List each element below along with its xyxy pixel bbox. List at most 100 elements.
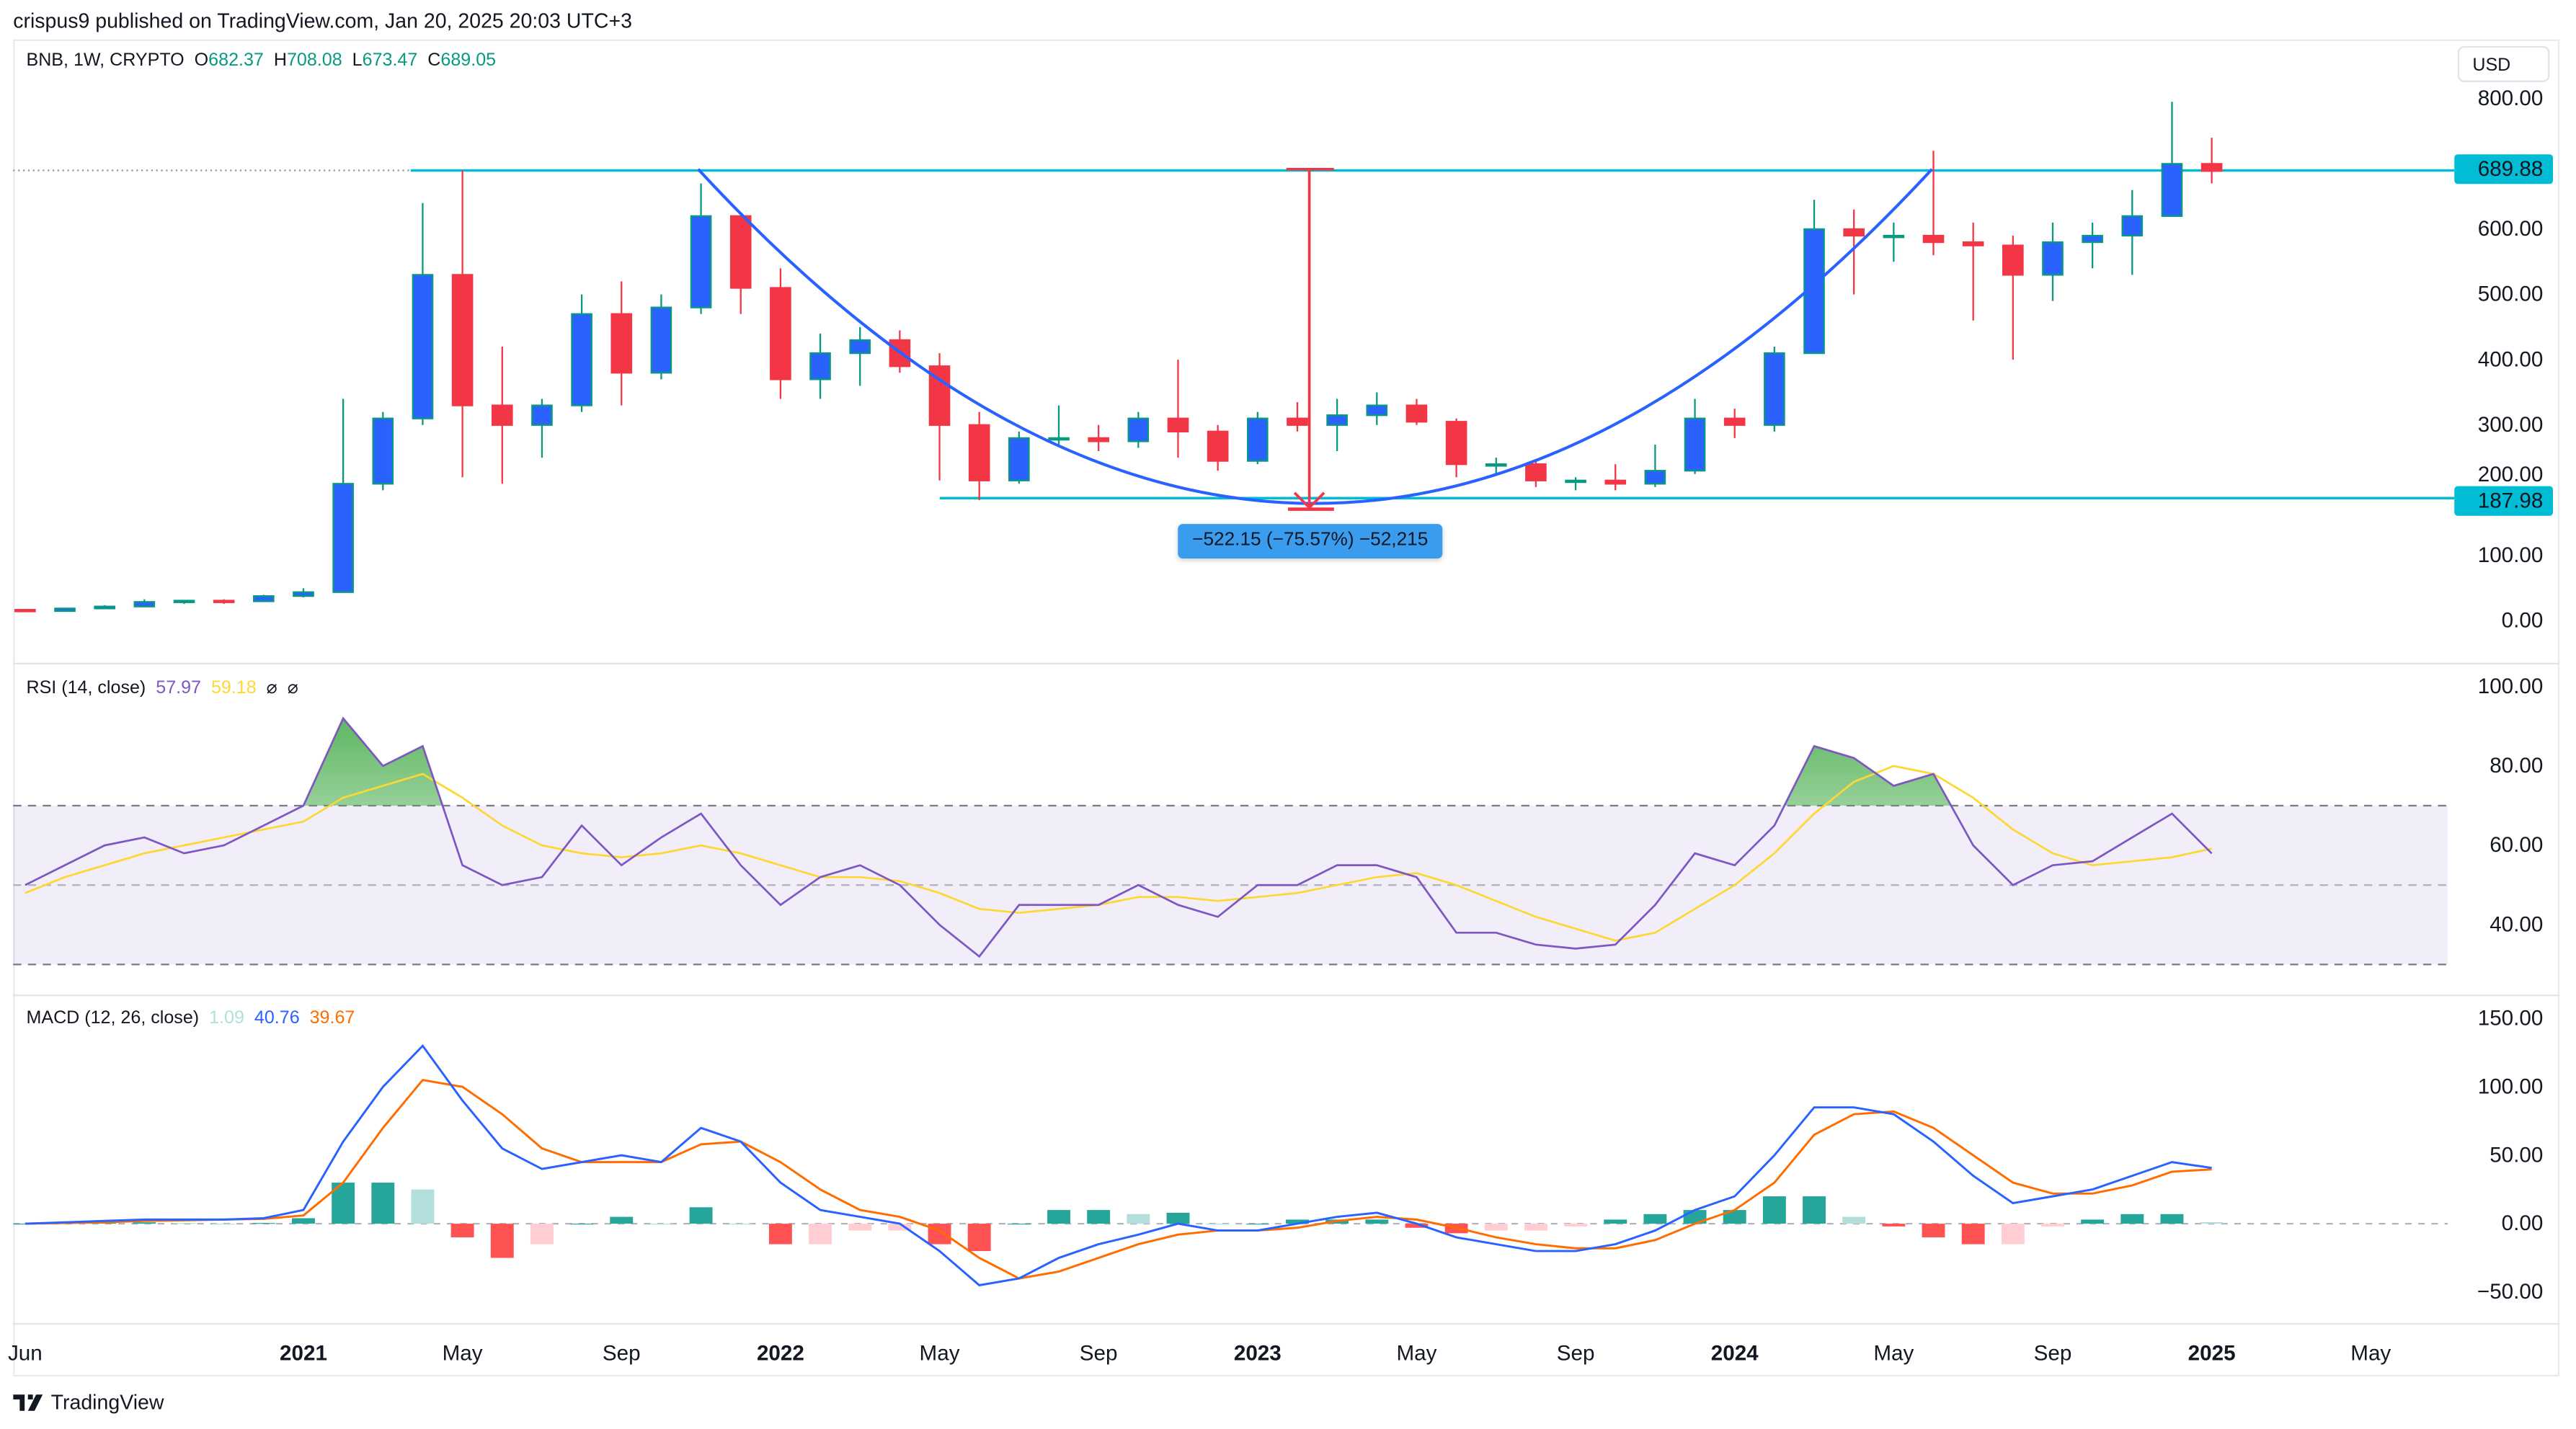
candle (1843, 209, 1865, 295)
open-value: 682.37 (208, 50, 264, 71)
candle (2042, 222, 2064, 301)
candle-body (332, 483, 354, 593)
macd-histogram-bar (1803, 1196, 1826, 1224)
candle (1167, 360, 1189, 458)
candle-body (54, 607, 76, 613)
chart-frame (13, 39, 2560, 1377)
macd-histogram-bar (1365, 1219, 1389, 1224)
candle-body (1088, 437, 1109, 442)
macd-line (25, 1043, 2212, 1287)
candle (770, 268, 791, 399)
candle (1326, 399, 1348, 452)
macd-tick: −50.00 (2477, 1280, 2543, 1304)
candle (650, 294, 672, 380)
published-note: crispus9 published on TradingView.com, J… (13, 9, 632, 33)
candle (1684, 399, 1706, 474)
measure-label: −522.15 (−75.57%) −52,215 (1178, 524, 1443, 558)
macd-histogram-bar (848, 1224, 872, 1231)
macd-histogram-bar (252, 1223, 275, 1224)
candle-body (1723, 417, 1746, 426)
candle-body (1525, 463, 1547, 481)
candle-body (1922, 234, 1945, 244)
candle (571, 294, 592, 412)
macd-signal-value: 39.67 (309, 1008, 355, 1028)
candle (2002, 236, 2024, 360)
support-price-label: 187.98 (2454, 486, 2554, 516)
tradingview-logo[interactable]: TradingView (13, 1392, 164, 1414)
macd-histogram-bar (1643, 1214, 1667, 1224)
macd-histogram-bar (292, 1218, 315, 1224)
candle-body (2082, 234, 2103, 244)
candle-body (253, 595, 275, 602)
rsi-legend: RSI (14, close) 57.97 59.18 ⌀ ⌀ (26, 677, 298, 698)
rsi-na-1: ⌀ (266, 678, 277, 698)
time-tick: May (1873, 1341, 1914, 1365)
time-tick: May (2350, 1341, 2391, 1365)
macd-histogram-bar (1166, 1212, 1190, 1224)
candle-body (491, 404, 513, 426)
candle-body (2042, 241, 2064, 276)
candle (849, 326, 871, 386)
candle-body (2121, 215, 2144, 237)
currency-button[interactable]: USD (2457, 45, 2550, 82)
candle-body (2161, 163, 2183, 217)
candle-body (451, 274, 474, 406)
time-tick: Sep (1557, 1341, 1595, 1365)
candle (1366, 392, 1388, 425)
candle (1485, 458, 1507, 474)
rsi-ma-line (25, 765, 2212, 942)
candle-body (1008, 437, 1030, 481)
candle-body (1604, 479, 1627, 485)
macd-histogram-bar (1127, 1214, 1150, 1224)
price-pane (13, 102, 2455, 613)
macd-histogram-bar (1922, 1224, 1945, 1238)
macd-histogram-bar (530, 1224, 554, 1245)
macd-legend: MACD (12, 26, close) 1.09 40.76 39.67 (26, 1008, 355, 1028)
candle-body (1127, 417, 1150, 442)
macd-title: MACD (12, 26, close) (26, 1008, 200, 1028)
symbol-label: BNB, 1W, CRYPTO (26, 50, 185, 71)
candle-body (928, 365, 951, 426)
candle (1008, 431, 1030, 484)
candle-body (1764, 352, 1785, 426)
candle (1962, 222, 1984, 321)
candle (94, 605, 116, 610)
candle-body (729, 215, 752, 289)
tradingview-logo-icon (13, 1394, 43, 1411)
macd-histogram-bar (411, 1189, 435, 1224)
candle (809, 333, 831, 399)
candle (213, 599, 235, 605)
macd-histogram-bar (1604, 1219, 1627, 1224)
rsi-pane (13, 716, 2448, 966)
candle-body (133, 601, 156, 607)
macd-histogram-bar (1087, 1210, 1111, 1224)
candle-body (610, 313, 633, 374)
macd-histogram-bar (450, 1224, 474, 1238)
candle-body (770, 287, 791, 380)
candle-body (968, 424, 990, 481)
candle (1207, 424, 1229, 471)
macd-histogram-bar (133, 1222, 156, 1224)
candle-body (293, 591, 314, 597)
candle (1445, 418, 1467, 478)
price-tick: 200.00 (2478, 463, 2544, 486)
price-tick: 100.00 (2478, 543, 2544, 567)
candle-body (1167, 417, 1189, 432)
candle-body (1246, 417, 1269, 462)
time-tick: Sep (2034, 1341, 2072, 1365)
time-tick: May (920, 1341, 960, 1365)
candle-body (2200, 163, 2223, 172)
price-tick: 500.00 (2478, 282, 2544, 306)
candle-body (412, 274, 434, 419)
rsi-na-2: ⌀ (287, 678, 298, 698)
macd-histogram-bar (967, 1224, 991, 1252)
macd-histogram-bar (1961, 1224, 1985, 1245)
close-value: 689.05 (440, 50, 497, 71)
candle (1048, 405, 1070, 445)
candle (610, 281, 633, 406)
candle (690, 183, 712, 314)
price-tick: 800.00 (2478, 86, 2544, 110)
macd-histogram-bar (371, 1183, 395, 1224)
